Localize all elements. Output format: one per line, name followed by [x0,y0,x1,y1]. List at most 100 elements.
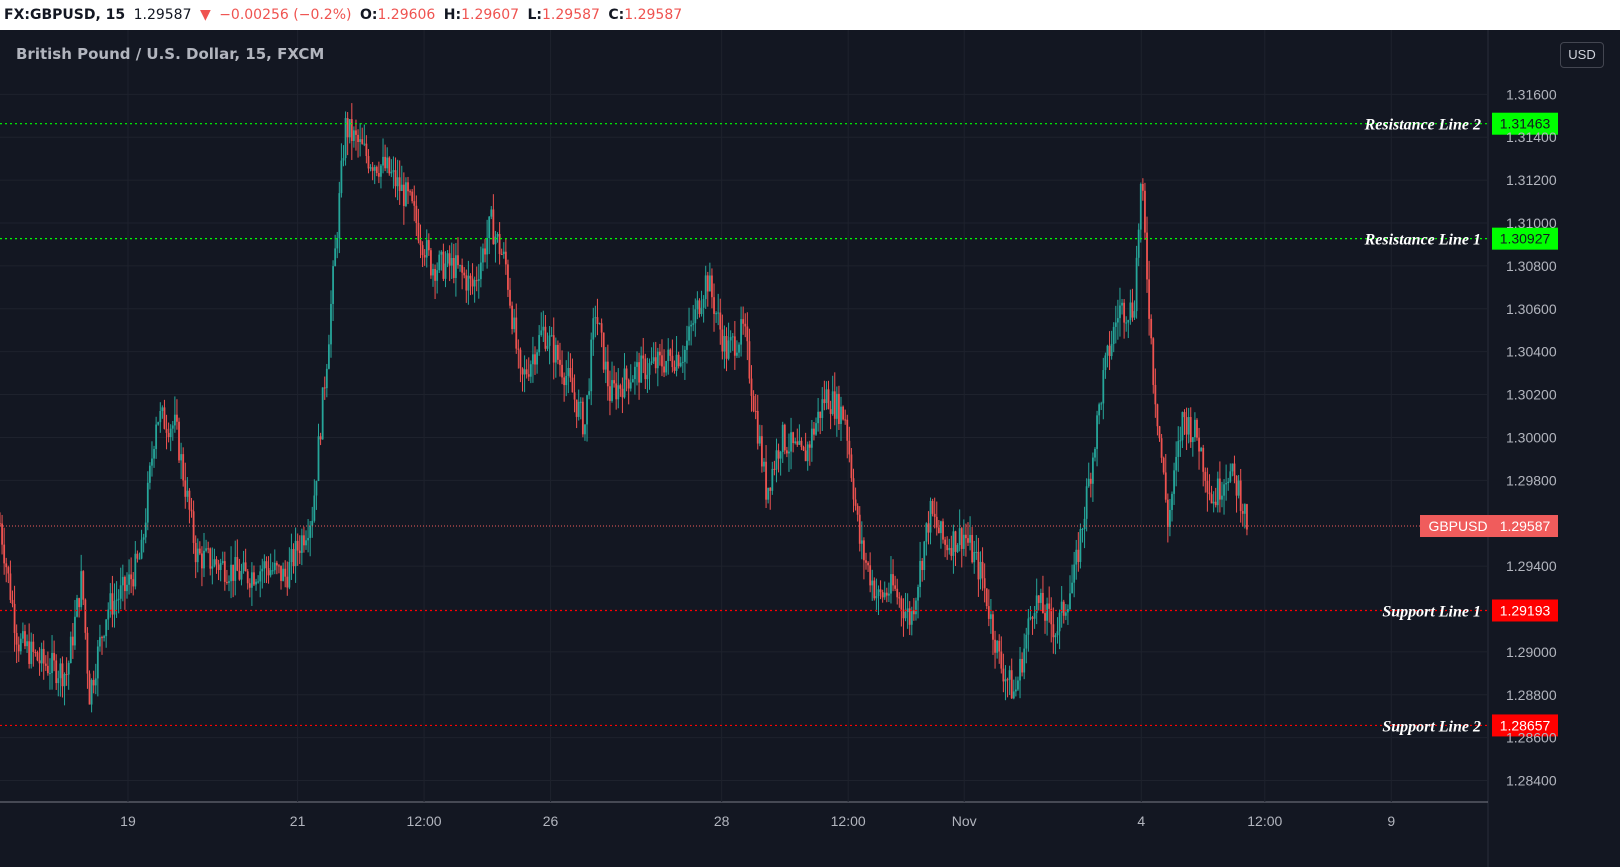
candle-body [1,523,3,545]
y-tick-label: 1.29000 [1506,644,1557,660]
candle-body [436,270,439,281]
candle-body [648,363,651,375]
candle-body [817,411,820,424]
candle-body [927,523,930,533]
candle-body [954,531,957,552]
candle-body [1227,481,1230,484]
candle-body [860,540,863,544]
candle-body [67,663,70,675]
candle-body [640,355,643,383]
candle-body [294,540,297,567]
candle-body [1175,456,1178,471]
candle-body [1185,417,1188,435]
candle-body [146,482,149,523]
support-price-value: 1.29193 [1500,603,1551,619]
candle-body [1206,480,1209,493]
candle-body [1046,603,1048,621]
candle-body [184,480,187,497]
candle-body [432,268,434,276]
candle-body [92,679,95,686]
candle-body [482,248,484,263]
candle-body [153,449,155,459]
candle-body [96,646,99,679]
candle-body [1017,680,1019,690]
candle-body [382,156,384,166]
resistance-price-tag [1492,227,1558,250]
candle-body [906,608,909,613]
candle-body [567,367,570,376]
candle-body [163,407,166,429]
candle-body [883,592,886,598]
candle-body [879,589,882,593]
candle-body [1212,501,1215,504]
candle-body [40,648,43,664]
close-value: 1.29587 [624,7,683,23]
candle-body [444,263,447,279]
y-tick-label: 1.30600 [1506,301,1557,317]
candle-body [1164,472,1167,500]
resistance-price-value: 1.30927 [1500,231,1551,247]
candle-body [159,410,162,423]
candle-body [994,639,996,653]
candle-body [746,326,749,342]
candle-body [355,130,357,135]
candle-body [461,265,464,273]
candle-body [90,679,93,705]
candle-body [910,610,913,625]
candle-body [223,561,226,582]
candle-body [53,652,56,661]
price-chart[interactable]: Resistance Line 2 1.31463 Resistance Line … [0,30,1620,867]
candle-body [394,170,397,187]
candle-body [865,560,867,563]
candle-body [388,157,391,174]
candle-body [319,436,322,440]
candle-body [1062,601,1065,616]
candle-body [176,414,178,422]
candle-body [561,364,563,378]
candle-body [26,641,28,647]
x-tick-label: 19 [120,813,136,829]
symbol-name[interactable]: FX:GBPUSD, 15 [4,7,126,23]
high-value: 1.29607 [461,7,520,23]
candle-body [1087,478,1090,487]
candle-body [781,424,784,452]
currency-button[interactable]: USD [1560,42,1604,68]
candle-body [413,201,416,206]
support-price-tag [1492,599,1558,622]
candle-body [446,253,449,264]
candle-body [1202,447,1205,472]
candle-body [550,335,553,337]
y-tick-label: 1.31200 [1506,172,1557,188]
candle-body [59,663,62,679]
candle-body [667,349,670,362]
candle-body [706,275,709,292]
candle-body [507,264,509,290]
candle-body [71,636,74,646]
candle-body [638,362,640,383]
candle-body [124,576,126,592]
candle-body [656,351,659,369]
price-axis: 1.31600 1.31400 1.31200 1.31000 1.30800 1.306… [1506,86,1557,788]
candle-body [415,205,418,223]
candle-body [946,544,949,551]
candle-body [733,336,736,356]
candle-body [1218,478,1221,500]
candle-body [869,565,872,586]
candle-body [1214,501,1217,506]
candle-body [130,574,133,580]
candle-body [246,571,249,584]
candle-body [704,275,707,300]
candle-body [756,410,759,444]
candle-body [113,600,116,615]
candle-body [569,367,572,378]
candle-body [627,379,630,389]
candle-body [1196,419,1198,438]
candle-body [257,581,260,583]
candle-body [226,581,228,583]
candle-body [509,289,511,306]
candle-body [536,352,538,365]
candle-body [1023,648,1026,673]
candle-body [1146,232,1148,280]
candle-body [752,395,755,411]
candle-body [810,428,813,448]
